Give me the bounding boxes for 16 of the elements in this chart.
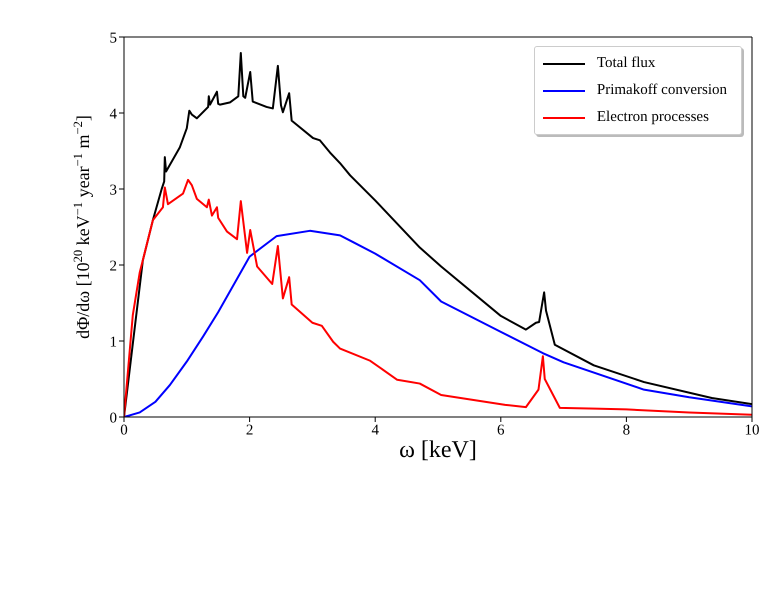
legend-label: Total flux [596, 55, 656, 72]
x-tick-label: 10 [744, 422, 760, 439]
y-tick-label: 0 [110, 410, 117, 426]
y-tick-label: 2 [110, 258, 117, 274]
y-tick-label: 1 [110, 334, 117, 350]
x-axis-title: ω [keV] [399, 437, 477, 463]
x-tick-label: 6 [497, 422, 506, 439]
y-tick-label: 3 [110, 182, 117, 198]
y-tick-label: 4 [110, 106, 118, 122]
legend-label: Primakoff conversion [596, 82, 727, 99]
x-tick-label: 8 [622, 422, 630, 439]
x-tick-label: 4 [371, 422, 380, 439]
y-tick-label: 5 [110, 30, 117, 46]
legend-label: Electron processes [596, 109, 709, 126]
x-tick-label: 2 [246, 422, 254, 439]
x-tick-label: 0 [120, 422, 128, 439]
